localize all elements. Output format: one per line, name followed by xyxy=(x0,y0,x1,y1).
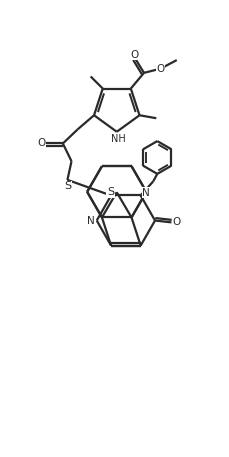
Text: NH: NH xyxy=(111,134,126,144)
Text: N: N xyxy=(142,188,150,198)
Text: O: O xyxy=(37,138,46,149)
Text: S: S xyxy=(107,187,114,197)
Text: S: S xyxy=(64,181,71,191)
Text: N: N xyxy=(87,216,95,226)
Text: O: O xyxy=(172,218,180,227)
Text: O: O xyxy=(130,50,138,59)
Text: O: O xyxy=(156,64,164,74)
